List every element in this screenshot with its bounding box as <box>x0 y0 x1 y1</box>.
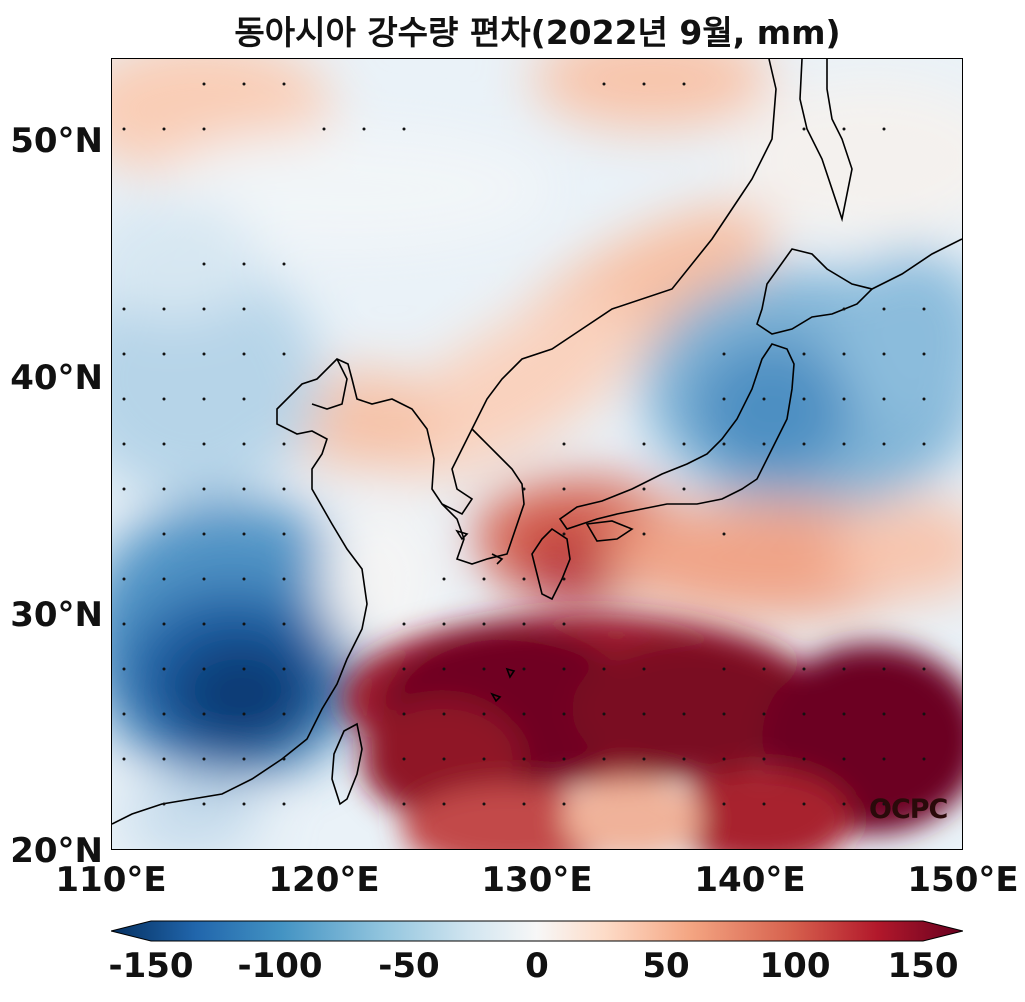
y-tick-50n: 50°N <box>10 121 103 161</box>
colorbar-label-100: 100 <box>759 946 831 986</box>
significance-stippling <box>122 82 926 806</box>
chart-title: 동아시아 강수량 편차(2022년 9월, mm) <box>234 13 841 52</box>
x-tick-130e: 130°E <box>481 860 593 900</box>
y-tick-40n: 40°N <box>10 358 103 398</box>
x-tick-120e: 120°E <box>268 860 380 900</box>
colorbar-label-150: 150 <box>887 946 959 986</box>
colorbar-label-50: 50 <box>642 946 690 986</box>
map-panel <box>111 58 963 850</box>
coastlines <box>112 59 962 825</box>
colorbar <box>111 920 963 942</box>
colorbar-label-0: 0 <box>525 946 549 986</box>
colorbar-label-neg100: -100 <box>237 946 323 986</box>
anomaly-field <box>112 59 962 849</box>
y-tick-30n: 30°N <box>10 595 103 635</box>
colorbar-label-neg150: -150 <box>108 946 194 986</box>
colorbar-label-neg50: -50 <box>378 946 440 986</box>
precipitation-anomaly-map <box>112 59 962 849</box>
x-tick-140e: 140°E <box>694 860 806 900</box>
ocpc-watermark: OCPC <box>869 794 948 825</box>
colorbar-body <box>111 920 963 942</box>
anomaly-field-core <box>342 614 962 849</box>
x-tick-150e: 150°E <box>907 860 1019 900</box>
x-tick-110e: 110°E <box>55 860 167 900</box>
y-tick-20n: 20°N <box>10 831 103 871</box>
